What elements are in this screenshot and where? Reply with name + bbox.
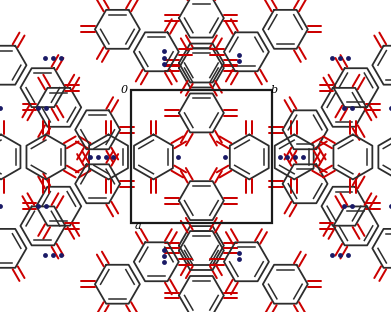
Bar [131,90,272,223]
Text: b: b [270,85,277,95]
Text: 0: 0 [121,85,128,95]
Text: a: a [135,221,141,231]
